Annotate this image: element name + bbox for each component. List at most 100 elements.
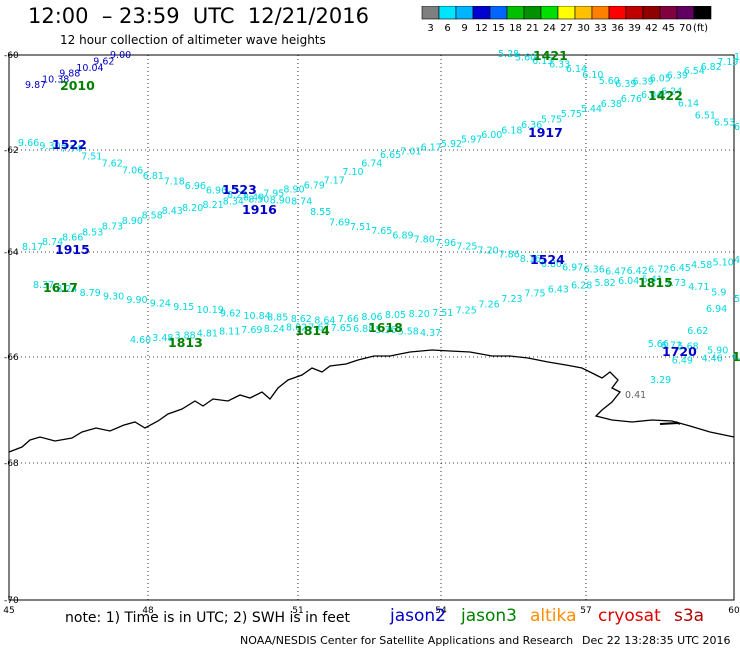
color-scale-label: 6 bbox=[444, 23, 450, 34]
color-swatch bbox=[693, 6, 712, 20]
wave-height-value: 6.47 bbox=[605, 267, 626, 278]
wave-height-value: 6.49 bbox=[672, 356, 693, 367]
credit-line: NOAA/NESDIS Center for Satellite Applica… bbox=[240, 634, 574, 647]
wave-height-value: 7.66 bbox=[338, 314, 359, 325]
wave-height-value: 6.10 bbox=[582, 70, 603, 81]
wave-height-value: 8.85 bbox=[267, 313, 288, 324]
latitude-label: -64 bbox=[4, 248, 19, 258]
wave-height-value: 5.75 bbox=[541, 114, 562, 125]
wave-height-value: 10.38 bbox=[42, 74, 69, 85]
wave-height-value: 8.43 bbox=[162, 206, 183, 217]
wave-height-value: 9.90 bbox=[126, 295, 147, 306]
wave-height-value: 10.84 bbox=[244, 311, 271, 322]
wave-height-value: 7.23 bbox=[501, 294, 522, 305]
legend-s3a: s3a bbox=[674, 606, 705, 626]
color-scale-label: 36 bbox=[611, 23, 624, 34]
wave-height-value: 3.48 bbox=[152, 333, 173, 344]
wave-height-value: 8.49 bbox=[243, 192, 264, 203]
wave-height-value: 6.45 bbox=[670, 263, 691, 274]
wave-height-value: 7.25 bbox=[456, 306, 477, 317]
color-scale-label: 70 bbox=[679, 23, 692, 34]
wave-height-value: 8.05 bbox=[385, 310, 406, 321]
wave-height-value: 6.74 bbox=[361, 159, 382, 170]
wave-height-value: 6.14 bbox=[566, 64, 587, 75]
wave-height-value: 8.16 bbox=[520, 254, 541, 265]
wave-height-value: 5.60 bbox=[515, 53, 536, 64]
wave-height-value: 6.04 bbox=[618, 276, 639, 287]
wave-height-value: 6.56 bbox=[734, 122, 740, 133]
wave-height-value: 7.65 bbox=[371, 226, 392, 237]
wave-height-value: 7.73 bbox=[665, 278, 686, 289]
wave-height-value: 7.51 bbox=[350, 222, 371, 233]
wave-height-value: 7.95 bbox=[263, 188, 284, 199]
map-subtitle: 12 hour collection of altimeter wave hei… bbox=[60, 33, 326, 47]
wave-height-value: 8.90 bbox=[270, 196, 291, 207]
wave-height-value: 7.26 bbox=[479, 300, 500, 311]
wave-height-value: 4.93 bbox=[734, 255, 740, 266]
wave-height-value: 4.88 bbox=[732, 351, 740, 362]
wave-height-value: 7.20 bbox=[478, 246, 499, 257]
track-id: 1422 bbox=[648, 88, 683, 103]
wave-height-value: 8.20 bbox=[409, 309, 430, 320]
color-scale-label: 3 bbox=[427, 23, 433, 34]
wave-height-value: 7.51 bbox=[81, 151, 102, 162]
wave-height-value: 7.80 bbox=[414, 234, 435, 245]
wave-height-value: 5.28 bbox=[498, 49, 519, 60]
wave-height-value: 6.39 bbox=[615, 79, 636, 90]
wave-height-value: 7.74 bbox=[61, 144, 82, 155]
track-id-labels: 2010 1421 1422 1522 1917 1523 1916 1915 1524 1617… bbox=[43, 48, 740, 364]
wave-height-value: 8.53 bbox=[82, 227, 103, 238]
footnote: note: 1) Time is in UTC; 2) SWH is in fe… bbox=[65, 610, 351, 626]
wave-height-value: 6.65 bbox=[380, 150, 401, 161]
wave-height-value: 8.73 bbox=[102, 222, 123, 233]
color-scale-label: 39 bbox=[628, 23, 641, 34]
longitude-label: 45 bbox=[3, 606, 14, 616]
wave-height-value: 6.36 bbox=[521, 120, 542, 131]
track-id: 1917 bbox=[528, 125, 563, 140]
wave-height-value: 6.51 bbox=[695, 110, 716, 121]
wave-height-value: 10.04 bbox=[76, 63, 103, 74]
wave-height-value: 6.28 bbox=[571, 281, 592, 292]
wave-height-value: 6.24 bbox=[661, 87, 682, 98]
color-scale-label: 33 bbox=[594, 23, 607, 34]
wave-height-value: 9.24 bbox=[150, 298, 171, 309]
track-id: 1813 bbox=[168, 335, 203, 350]
wave-height-value: 6.81 bbox=[143, 171, 164, 182]
wave-height-value: 6.53 bbox=[714, 117, 735, 128]
wave-height-value: 9.87 bbox=[25, 80, 46, 91]
track-id: 1 bbox=[732, 349, 740, 364]
wave-height-value: 5.68 bbox=[678, 342, 699, 353]
track-id: 1524 bbox=[530, 252, 565, 267]
wave-height-value: 7.75 bbox=[524, 288, 545, 299]
wave-height-value: 3.29 bbox=[650, 375, 671, 386]
color-scale-label: 24 bbox=[543, 23, 556, 34]
wave-height-value: 7.62 bbox=[102, 158, 123, 169]
color-scale-label: 42 bbox=[645, 23, 658, 34]
wave-height-value: 10.19 bbox=[197, 305, 224, 316]
wave-height-value: 6.33 bbox=[549, 60, 570, 71]
wave-height-value: 4.37 bbox=[420, 328, 441, 339]
wave-height-value: 6.38 bbox=[601, 99, 622, 110]
wave-height-value: 8.74 bbox=[42, 237, 63, 248]
wave-height-value: 7.18 bbox=[164, 176, 185, 187]
ice-shelf-fragment bbox=[659, 421, 681, 425]
wave-height-value: 8.02 bbox=[286, 323, 307, 334]
wave-height-value: 6.94 bbox=[706, 304, 727, 315]
wave-height-value: 5.9 bbox=[711, 287, 726, 298]
legend-jason3: jason3 bbox=[461, 606, 517, 626]
track-id: 1915 bbox=[55, 242, 90, 257]
wave-height-value: 6.42 bbox=[627, 266, 648, 277]
longitude-label: 48 bbox=[142, 606, 154, 616]
wave-height-value: 6.97 bbox=[562, 263, 583, 274]
wave-height-value: 8.90 bbox=[283, 184, 304, 195]
wave-height-value: 7.67 bbox=[308, 322, 329, 333]
wave-height-value: 8.55 bbox=[310, 207, 331, 218]
wave-height-value: 8.34 bbox=[223, 196, 244, 207]
color-scale-label: 12 bbox=[475, 23, 488, 34]
wave-height-value: 6.17 bbox=[421, 143, 442, 154]
wave-height-value: 6.05 bbox=[650, 74, 671, 85]
wave-height-value: 6.82 bbox=[701, 62, 722, 73]
wave-height-value: 4.60 bbox=[130, 335, 151, 346]
wave-height-value: 8.24 bbox=[56, 284, 77, 295]
